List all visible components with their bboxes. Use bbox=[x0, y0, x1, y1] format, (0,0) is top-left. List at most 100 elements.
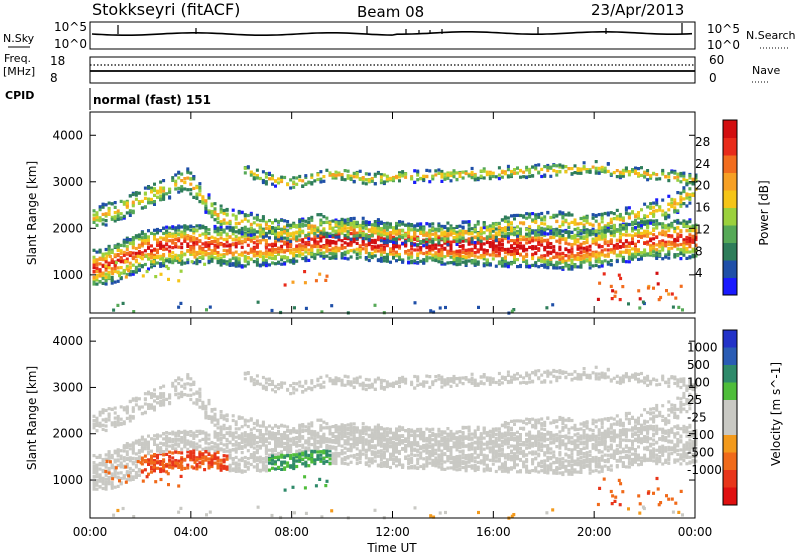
power-cell bbox=[500, 243, 504, 247]
power-cell bbox=[258, 264, 262, 268]
power-cell bbox=[283, 227, 287, 232]
power-cell bbox=[364, 220, 368, 224]
power-cell bbox=[295, 235, 299, 239]
power-cell bbox=[440, 253, 444, 257]
power-cell bbox=[461, 244, 465, 248]
power-cell bbox=[340, 254, 344, 258]
power-cell bbox=[271, 249, 274, 253]
power-cell bbox=[231, 256, 235, 260]
power-cell bbox=[319, 170, 323, 174]
power-cell bbox=[452, 262, 456, 266]
velocity-cell bbox=[171, 462, 175, 466]
power-cell bbox=[682, 253, 686, 257]
velocity-cell bbox=[107, 412, 111, 417]
power-cell bbox=[207, 210, 211, 215]
power-cell bbox=[440, 251, 444, 255]
power-cell bbox=[225, 237, 229, 241]
power-cell bbox=[328, 248, 332, 252]
power-cell bbox=[525, 228, 529, 232]
power-cell bbox=[519, 169, 522, 173]
power-cell bbox=[624, 208, 628, 212]
power-cell bbox=[410, 238, 414, 242]
power-cell bbox=[543, 245, 547, 250]
power-cell bbox=[531, 247, 535, 251]
power-cell bbox=[258, 225, 262, 229]
power-cell bbox=[358, 234, 362, 238]
power-cell bbox=[204, 231, 208, 235]
power-xaxis bbox=[89, 112, 696, 313]
power-cell bbox=[325, 241, 329, 245]
power-cell bbox=[304, 259, 308, 263]
power-cell bbox=[174, 226, 178, 230]
power-cell bbox=[150, 256, 153, 260]
power-cell bbox=[506, 216, 510, 220]
power-cell bbox=[104, 256, 108, 260]
power-cell bbox=[597, 228, 601, 232]
power-cell bbox=[274, 235, 277, 239]
power-cell bbox=[119, 249, 123, 253]
power-cell bbox=[95, 218, 99, 222]
power-cell bbox=[379, 259, 383, 263]
power-cell bbox=[618, 237, 622, 241]
velocity-cell bbox=[92, 464, 96, 468]
power-cell bbox=[216, 228, 220, 232]
power-cell bbox=[670, 201, 674, 205]
velocity-cell bbox=[159, 467, 163, 471]
power-cell bbox=[643, 216, 647, 220]
power-cell bbox=[446, 243, 450, 247]
power-cell bbox=[153, 187, 156, 191]
power-cell bbox=[222, 237, 226, 242]
power-cell bbox=[594, 255, 598, 259]
power-cell bbox=[537, 212, 541, 217]
power-cell bbox=[570, 213, 574, 217]
velocity-cell bbox=[131, 456, 135, 460]
power-cell bbox=[346, 232, 350, 237]
power-cell bbox=[249, 213, 253, 217]
power-cell bbox=[609, 263, 613, 267]
power-cell bbox=[685, 196, 689, 200]
power-cell bbox=[682, 202, 686, 206]
power-cell bbox=[116, 245, 120, 249]
colorbar-segment bbox=[723, 242, 737, 261]
power-cell bbox=[618, 175, 622, 179]
power-cell bbox=[319, 213, 323, 217]
power-cell bbox=[331, 226, 335, 230]
power-cell bbox=[634, 213, 637, 217]
power-cell bbox=[558, 248, 562, 252]
velocity-cell bbox=[159, 434, 163, 438]
power-cell bbox=[141, 274, 145, 278]
power-cell bbox=[274, 250, 277, 254]
power-cell bbox=[389, 231, 392, 235]
velocity-cell bbox=[140, 436, 144, 440]
power-cell bbox=[318, 272, 322, 276]
power-cell bbox=[513, 250, 516, 254]
power-cell bbox=[506, 227, 510, 231]
velocity-cell bbox=[98, 413, 102, 417]
power-cell bbox=[398, 246, 401, 250]
power-cell bbox=[189, 245, 193, 250]
power-cell bbox=[618, 225, 622, 229]
power-cell bbox=[105, 254, 109, 258]
power-cell bbox=[95, 273, 99, 277]
power-cell bbox=[449, 229, 453, 233]
power-cell bbox=[243, 171, 247, 175]
power-cell bbox=[283, 240, 287, 244]
power-cell bbox=[407, 226, 411, 230]
power-cell bbox=[132, 310, 136, 314]
velocity-cell bbox=[134, 460, 138, 464]
power-cell bbox=[558, 261, 562, 265]
power-cell bbox=[125, 244, 129, 248]
power-cell bbox=[286, 256, 290, 260]
power-cell bbox=[410, 255, 414, 259]
power-cell bbox=[661, 231, 665, 235]
power-cell bbox=[107, 250, 111, 254]
power-cell bbox=[165, 259, 169, 263]
power-cell bbox=[491, 174, 495, 179]
power-cell bbox=[119, 266, 123, 270]
power-cell bbox=[503, 247, 507, 252]
power-cell bbox=[268, 256, 271, 260]
power-cell bbox=[531, 256, 535, 261]
power-cell bbox=[225, 226, 229, 230]
power-cell bbox=[664, 224, 668, 228]
power-cell bbox=[95, 275, 99, 280]
